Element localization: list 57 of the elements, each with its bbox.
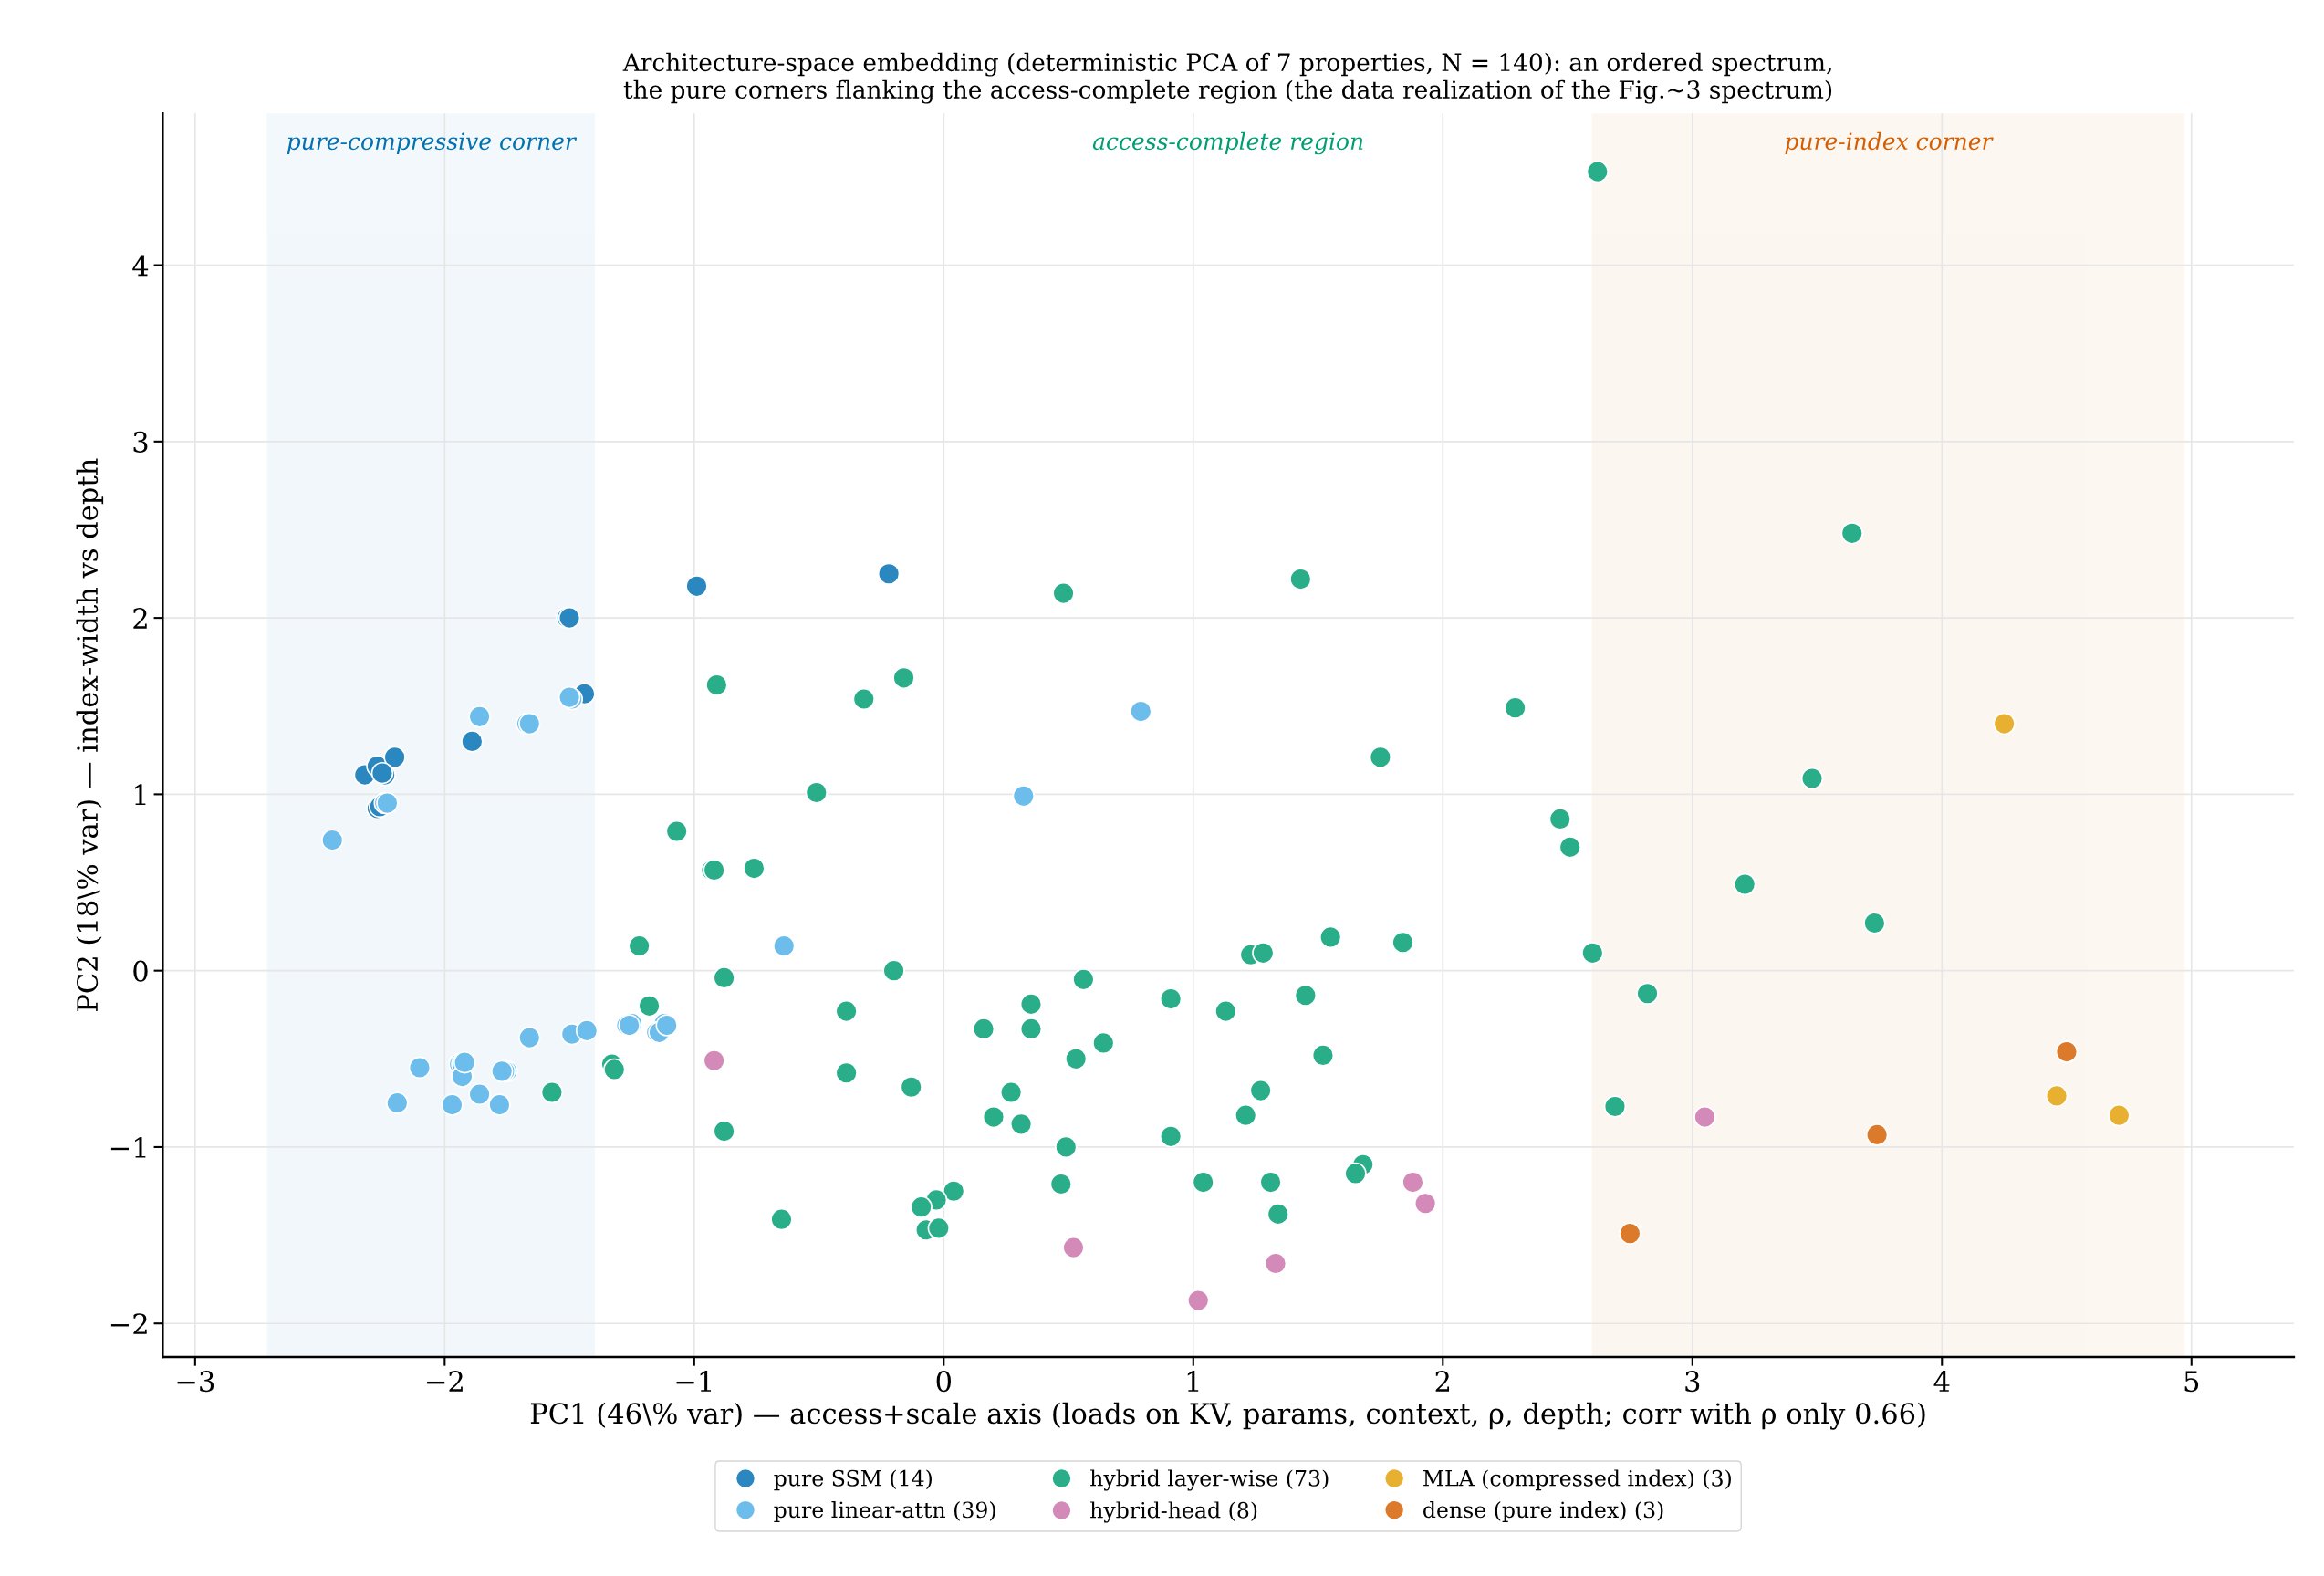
point: [1413, 1192, 1437, 1216]
point: [1993, 712, 2016, 736]
x-tick-label: −3: [177, 1371, 214, 1393]
x-tick-label: 5: [2184, 1371, 2199, 1393]
y-tick-label: 0: [133, 960, 148, 982]
point: [461, 730, 484, 753]
point: [468, 705, 491, 728]
x-tick-label: 3: [1685, 1371, 1700, 1393]
point: [1619, 1222, 1641, 1245]
x-tick-label: 2: [1435, 1371, 1450, 1392]
point: [1264, 1252, 1287, 1275]
x-tick-label: 4: [1933, 1371, 1950, 1392]
point: [321, 829, 344, 851]
y-tick-label: 1: [134, 784, 146, 805]
point: [1693, 1105, 1716, 1129]
point: [1130, 700, 1152, 723]
point: [2108, 1103, 2131, 1127]
annotation: access-complete region: [1092, 131, 1363, 155]
y-tick-label: −1: [110, 1136, 146, 1158]
x-tick-label: 1: [1187, 1371, 1199, 1392]
point: [1402, 1171, 1424, 1194]
legend-label: MLA (compressed index) (3): [1423, 1469, 1731, 1491]
point: [1865, 1123, 1889, 1146]
y-axis-title: PC2 (18\% var) — index-width vs depth: [76, 458, 104, 1011]
point: [383, 746, 406, 769]
legend-label: dense (pure index) (3): [1423, 1501, 1663, 1522]
legend-label: pure SSM (14): [774, 1469, 932, 1491]
point: [1012, 785, 1036, 808]
x-tick-label: −1: [676, 1371, 711, 1392]
y-tick-label: 3: [133, 431, 148, 453]
point: [773, 934, 796, 957]
point: [685, 575, 708, 598]
x-tick-label: −2: [427, 1371, 463, 1392]
point: [1062, 1236, 1085, 1259]
point: [518, 1026, 541, 1049]
point: [488, 1093, 511, 1116]
point: [1187, 1289, 1210, 1312]
point: [408, 1056, 432, 1080]
legend-label: pure linear-attn (39): [774, 1501, 995, 1522]
x-tick-label: 0: [936, 1371, 951, 1393]
point: [468, 1082, 491, 1106]
legend-label: hybrid-head (8): [1090, 1501, 1257, 1523]
band-label: pure-compressive corner: [287, 132, 578, 154]
chart-title: Architecture-space embedding (deterministic PCA of 7 properties, N = 140): an ordered spectrum, the pure corners flanking the access-complete region (the data realization of the Fig.~3 spectrum): [622, 52, 1832, 104]
point: [2045, 1084, 2069, 1108]
x-axis-title: PC1 (46\% var) — access+scale axis (loads on KV, params, context, ρ, depth; corr with ρ only 0.66): [530, 1402, 1925, 1430]
y-tick-label: 4: [132, 255, 149, 277]
point: [386, 1091, 409, 1114]
point: [877, 562, 901, 586]
point: [2055, 1040, 2079, 1063]
y-tick-label: −2: [110, 1313, 147, 1334]
point: [441, 1093, 464, 1116]
y-tick-label: 2: [133, 608, 147, 629]
legend-label: hybrid layer-wise (73): [1090, 1469, 1329, 1491]
point: [575, 1019, 599, 1042]
point: [703, 1049, 725, 1072]
band-label: pure-index corner: [1785, 131, 1994, 154]
